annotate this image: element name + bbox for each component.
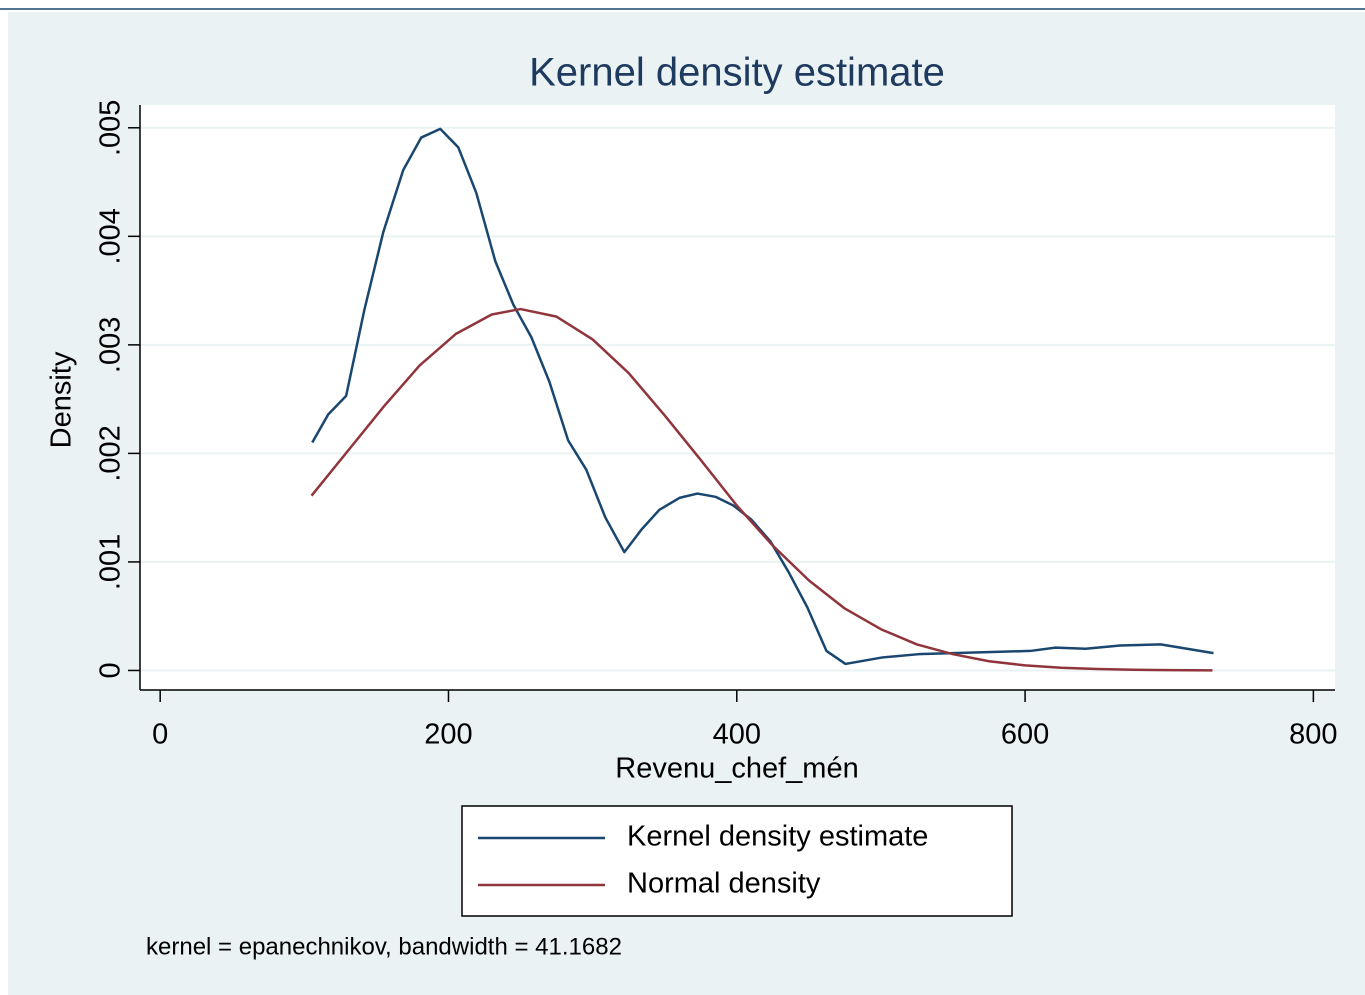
x-tick-label: 800 [1289,719,1337,751]
x-axis-title: Revenu_chef_mén [615,753,858,785]
x-tick-label: 400 [713,719,761,751]
chart-title: Kernel density estimate [529,51,945,95]
note: kernel = epanechnikov, bandwidth = 41.16… [146,933,622,960]
plot-area [140,105,1335,690]
x-tick-label: 200 [424,719,472,751]
legend-label: Normal density [627,868,821,900]
y-tick-label: .005 [95,100,127,156]
y-tick-label: 0 [95,662,127,678]
x-tick-label: 600 [1001,719,1049,751]
y-tick-label: .001 [95,534,127,590]
y-tick-label: .003 [95,317,127,373]
legend [461,805,1013,917]
series-line [310,307,1213,672]
y-axis-title: Density [46,351,78,448]
legend-label: Kernel density estimate [627,821,928,853]
series-line [311,127,1214,666]
y-tick-label: .004 [95,208,127,264]
y-tick-label: .002 [95,425,127,481]
x-tick-label: 0 [152,719,168,751]
